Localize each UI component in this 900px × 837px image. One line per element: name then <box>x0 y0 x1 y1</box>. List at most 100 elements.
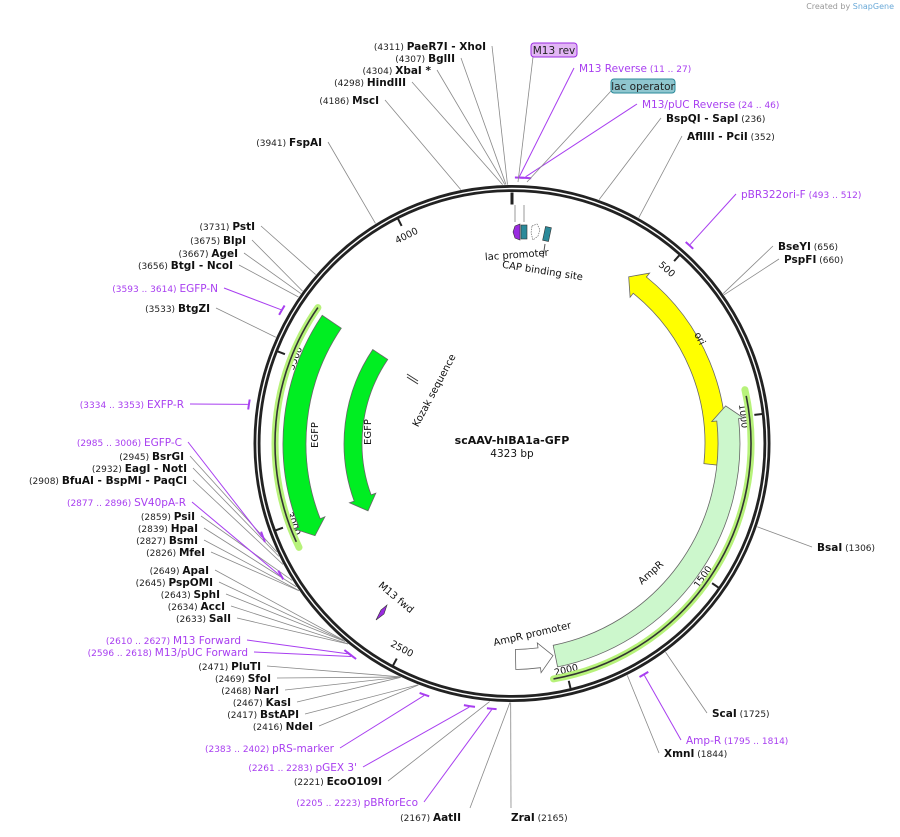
enzyme-label[interactable]: (2416) NdeI <box>253 721 313 733</box>
enzyme-site-sfoi[interactable]: (2469) SfoI <box>215 673 271 685</box>
primer-pbr322orif[interactable]: pBR322ori-F (493 .. 512) <box>741 189 861 201</box>
enzyme-site-nari[interactable]: (2468) NarI <box>221 685 279 697</box>
enzyme-site-sphi[interactable]: (2643) SphI <box>161 589 220 601</box>
enzyme-site-agei[interactable]: (3667) AgeI <box>179 248 238 260</box>
enzyme-label[interactable]: (4304) XbaI * <box>362 65 431 77</box>
primer-label[interactable]: (3593 .. 3614) EGFP-N <box>112 283 218 295</box>
primer-label[interactable]: (2383 .. 2402) pRS-marker <box>205 743 335 755</box>
primer-exfpr[interactable]: (3334 .. 3353) EXFP-R <box>80 399 184 411</box>
enzyme-site-bsai[interactable]: BsaI (1306) <box>817 542 875 554</box>
enzyme-label[interactable]: XmnI (1844) <box>664 748 727 760</box>
enzyme-label[interactable]: (2826) MfeI <box>146 547 205 559</box>
enzyme-label[interactable]: AflIII - PciI (352) <box>687 131 775 143</box>
primer-marker[interactable] <box>346 651 357 660</box>
primer-marker[interactable] <box>463 704 476 708</box>
enzyme-label[interactable]: (2471) PluTI <box>198 661 261 673</box>
enzyme-site-scai[interactable]: ScaI (1725) <box>712 708 770 720</box>
enzyme-site-blpi[interactable]: (3675) BlpI <box>190 235 246 247</box>
enzyme-label[interactable]: (4298) HindIII <box>334 77 406 89</box>
enzyme-site-apai[interactable]: (2649) ApaI <box>150 565 209 577</box>
feature-ampr-promoter[interactable] <box>514 641 554 674</box>
enzyme-label[interactable]: (2859) PsiI <box>141 511 195 523</box>
enzyme-label[interactable]: (2649) ApaI <box>150 565 209 577</box>
primer-m13pucreverse[interactable]: M13/pUC Reverse (24 .. 46) <box>642 99 779 111</box>
enzyme-label[interactable]: (2827) BsmI <box>136 535 198 547</box>
lac-promoter-feature[interactable]: lac promoter CAP binding site <box>485 205 584 283</box>
enzyme-site-bfuai[interactable]: (2908) BfuAI - BspMI - PaqCI <box>29 475 187 487</box>
enzyme-label[interactable]: ZraI (2165) <box>511 812 568 824</box>
primer-sv40par[interactable]: (2877 .. 2896) SV40pA-R <box>67 497 186 509</box>
primer-label[interactable]: pBR322ori-F (493 .. 512) <box>741 189 861 201</box>
primer-label[interactable]: (3334 .. 3353) EXFP-R <box>80 399 184 411</box>
primer-marker[interactable] <box>685 241 694 250</box>
enzyme-site-acci[interactable]: (2634) AccI <box>168 601 225 613</box>
primer-marker[interactable] <box>247 399 251 410</box>
feature-egfp[interactable] <box>343 348 389 512</box>
enzyme-site-aatii[interactable]: (2167) AatII <box>400 812 461 824</box>
enzyme-label[interactable]: ScaI (1725) <box>712 708 770 720</box>
enzyme-label[interactable]: (2468) NarI <box>221 685 279 697</box>
enzyme-label[interactable]: (3533) BtgZI <box>145 303 210 315</box>
enzyme-site-sali[interactable]: (2633) SalI <box>176 613 231 625</box>
feature-ampr[interactable] <box>552 405 745 668</box>
enzyme-site-bseyi[interactable]: BseYI (656) <box>778 241 838 253</box>
enzyme-site-xmni[interactable]: XmnI (1844) <box>664 748 727 760</box>
cap-binding-box[interactable] <box>542 226 552 242</box>
enzyme-site-hpai[interactable]: (2839) HpaI <box>138 523 198 535</box>
primer-label[interactable]: (2610 .. 2627) M13 Forward <box>106 635 241 647</box>
enzyme-label[interactable]: (2221) EcoO109I <box>294 776 382 788</box>
primer-label[interactable]: (2877 .. 2896) SV40pA-R <box>67 497 186 509</box>
primer-marker[interactable] <box>519 176 532 180</box>
m13-fwd-feature[interactable]: M13 fwd <box>375 580 416 621</box>
primer-label[interactable]: M13 Reverse (11 .. 27) <box>579 63 691 75</box>
primer-marker[interactable] <box>639 671 649 678</box>
enzyme-label[interactable]: BseYI (656) <box>778 241 838 253</box>
enzyme-label[interactable]: (4311) PaeR7I - XhoI <box>374 41 486 53</box>
enzyme-site-paer7i[interactable]: (4311) PaeR7I - XhoI <box>374 41 486 53</box>
enzyme-label[interactable]: (4186) MscI <box>319 95 379 107</box>
enzyme-label[interactable]: (3656) BtgI - NcoI <box>138 260 233 272</box>
enzyme-label[interactable]: (2417) BstAPI <box>227 709 299 721</box>
enzyme-label[interactable]: (2945) BsrGI <box>119 451 184 463</box>
enzyme-site-mfei[interactable]: (2826) MfeI <box>146 547 205 559</box>
enzyme-site-msci[interactable]: (4186) MscI <box>319 95 379 107</box>
primer-label[interactable]: (2205 .. 2223) pBRforEco <box>296 797 418 809</box>
lac-promoter-arrow[interactable] <box>512 223 521 241</box>
lac-operator-box[interactable] <box>520 224 528 240</box>
enzyme-site-xbai[interactable]: (4304) XbaI * <box>362 65 431 77</box>
enzyme-site-bglii[interactable]: (4307) BglII <box>395 53 455 65</box>
enzyme-site-bspqi[interactable]: BspQI - SapI (236) <box>666 113 765 125</box>
m13-fwd-arrow[interactable] <box>375 604 388 621</box>
enzyme-label[interactable]: (4307) BglII <box>395 53 455 65</box>
enzyme-label[interactable]: PspFI (660) <box>784 254 843 266</box>
primer-pgex3[interactable]: (2261 .. 2283) pGEX 3' <box>248 762 357 774</box>
primer-egfpn[interactable]: (3593 .. 3614) EGFP-N <box>112 283 218 295</box>
enzyme-site-bsrgi[interactable]: (2945) BsrGI <box>119 451 184 463</box>
cap-site-shape[interactable] <box>530 223 541 241</box>
enzyme-label[interactable]: (3675) BlpI <box>190 235 246 247</box>
primer-m13pucforward[interactable]: (2596 .. 2618) M13/pUC Forward <box>88 647 248 659</box>
feature-egfp[interactable] <box>282 314 342 537</box>
primer-m13reverse[interactable]: M13 Reverse (11 .. 27) <box>579 63 691 75</box>
primer-marker[interactable] <box>277 570 285 580</box>
enzyme-site-bstapi[interactable]: (2417) BstAPI <box>227 709 299 721</box>
primer-ampr[interactable]: Amp-R (1795 .. 1814) <box>686 735 788 747</box>
lac-operator-tag[interactable]: lac operator <box>526 78 676 183</box>
enzyme-site-btgi[interactable]: (3656) BtgI - NcoI <box>138 260 233 272</box>
enzyme-label[interactable]: (2633) SalI <box>176 613 231 625</box>
enzyme-site-bsmi[interactable]: (2827) BsmI <box>136 535 198 547</box>
enzyme-site-ndei[interactable]: (2416) NdeI <box>253 721 313 733</box>
primer-label[interactable]: (2985 .. 3006) EGFP-C <box>77 437 182 449</box>
enzyme-label[interactable]: (3941) FspAI <box>256 137 322 149</box>
enzyme-site-fspai[interactable]: (3941) FspAI <box>256 137 322 149</box>
enzyme-site-btgzi[interactable]: (3533) BtgZI <box>145 303 210 315</box>
enzyme-site-afliii[interactable]: AflIII - PciI (352) <box>687 131 775 143</box>
enzyme-label[interactable]: (2467) KasI <box>233 697 291 709</box>
primer-egfpc[interactable]: (2985 .. 3006) EGFP-C <box>77 437 182 449</box>
enzyme-label[interactable]: (2839) HpaI <box>138 523 198 535</box>
enzyme-site-zrai[interactable]: ZraI (2165) <box>511 812 568 824</box>
enzyme-label[interactable]: BsaI (1306) <box>817 542 875 554</box>
enzyme-site-psii[interactable]: (2859) PsiI <box>141 511 195 523</box>
feature-ori[interactable] <box>628 272 727 467</box>
primer-marker[interactable] <box>278 304 286 316</box>
